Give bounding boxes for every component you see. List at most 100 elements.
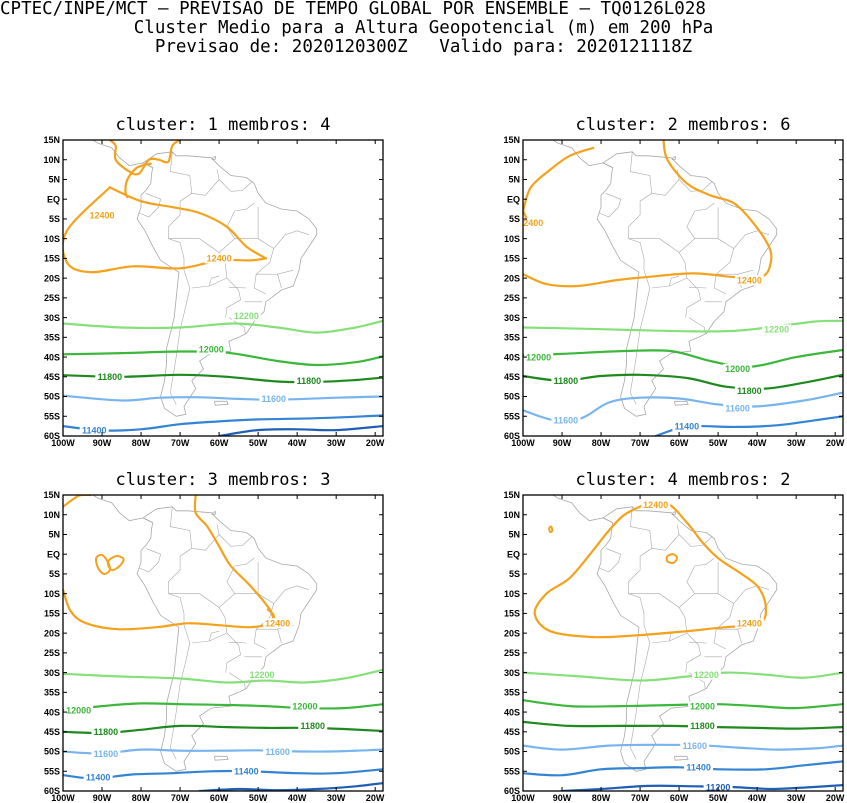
- lat-tick-label: 5N: [48, 530, 60, 540]
- contour-label-bg: [196, 344, 226, 355]
- contour-label-bg: [290, 701, 320, 712]
- lat-tick-label: 55S: [504, 411, 520, 421]
- coastline-segment: [387, 140, 407, 170]
- contour-12400: [523, 140, 773, 288]
- lat-tick-label: 15S: [504, 609, 520, 619]
- border-segment: [678, 234, 746, 253]
- coastline-segment: [214, 755, 229, 761]
- border-segment: [256, 269, 294, 275]
- contour-label: 11800: [300, 721, 325, 731]
- border-segment: [191, 524, 220, 551]
- lat-tick-label: 10S: [504, 589, 520, 599]
- contour-label-bg: [298, 720, 328, 731]
- lat-tick-label: 35S: [44, 688, 60, 698]
- lon-tick-label: 50W: [249, 793, 268, 803]
- map-frame: [62, 494, 384, 792]
- lat-tick-label: 30S: [504, 313, 520, 323]
- lat-tick-label: 50S: [44, 747, 60, 757]
- contour-label-bg: [688, 720, 718, 731]
- contour-label-bg: [79, 425, 109, 436]
- contour-12400-closed: [665, 553, 679, 565]
- lat-tick-label: 5N: [48, 175, 60, 185]
- border-segment: [694, 202, 715, 212]
- lon-tick-label: 20W: [366, 793, 385, 803]
- border-segment: [713, 248, 734, 295]
- contour-label-bg: [734, 275, 764, 286]
- header-line-1: CPTEC/INPE/MCT – PREVISAO DE TEMPO GLOBA…: [0, 0, 706, 19]
- lat-tick-label: 20S: [504, 273, 520, 283]
- lon-tick-label: 80W: [132, 793, 151, 803]
- lat-tick-label: EQ: [507, 549, 520, 559]
- border-segment: [234, 202, 255, 212]
- header-line-2: Cluster Medio para a Altura Geopotencial…: [133, 18, 714, 38]
- border-segment: [688, 286, 707, 289]
- contour-label-bg: [524, 352, 554, 363]
- contour-label-bg: [680, 740, 710, 751]
- borders: [598, 151, 769, 405]
- border-segment: [628, 593, 688, 644]
- map-content: 12400 12200 12000 12000 11800 11800 11600 11600…: [63, 495, 383, 791]
- lon-tick-label: 80W: [592, 793, 611, 803]
- lat-tick-label: 5S: [509, 214, 520, 224]
- contour-label: 12200: [250, 670, 275, 680]
- contour-12400: [63, 186, 267, 274]
- contour-label: 11600: [554, 416, 579, 426]
- border-segment: [168, 151, 193, 405]
- lon-tick-label: 70W: [171, 438, 190, 448]
- border-segment: [285, 230, 309, 235]
- map-panel-cluster-2: cluster: 2 membros: 6 12400 12400 12200 1200…: [503, 115, 844, 448]
- coastline-segment: [136, 151, 318, 417]
- contour-11800: [523, 720, 843, 730]
- border-segment: [191, 169, 220, 196]
- contour-label: 12400: [90, 210, 115, 220]
- contour-label: 11400: [686, 763, 711, 773]
- figure-header: CPTEC/INPE/MCT – PREVISAO DE TEMPO GLOBA…: [0, 0, 847, 57]
- border-segment: [218, 534, 253, 547]
- contour-label: 12400: [265, 619, 290, 629]
- contour-label-bg: [87, 209, 117, 220]
- contour-label-bg: [734, 618, 764, 629]
- border-segment: [678, 534, 713, 547]
- contour-label-bg: [247, 669, 277, 680]
- border-segment: [686, 210, 695, 239]
- map-content: 12400 12400 12200 12000 11800 11600 11400 11200: [523, 495, 843, 791]
- lat-tick-label: 40S: [504, 352, 520, 362]
- map-content: 12400 12400 12200 12000 12000 11800 11800 11600…: [518, 140, 843, 436]
- border-segment: [716, 269, 754, 275]
- contour-label-bg: [762, 324, 792, 335]
- contour-label: 11800: [98, 372, 123, 382]
- lat-tick-label: 35S: [504, 333, 520, 343]
- lon-tick-label: 100W: [511, 793, 535, 803]
- map-panel-cluster-4: cluster: 4 membros: 2 12400 12400 12200 1200…: [503, 470, 844, 803]
- lat-tick-label: 15S: [44, 254, 60, 264]
- border-segment: [628, 506, 653, 760]
- lon-tick-label: 60W: [670, 793, 689, 803]
- contour-12400: [124, 162, 152, 199]
- contour-label-bg: [259, 393, 289, 404]
- lon-tick-label: 30W: [327, 793, 346, 803]
- lon-tick-label: 20W: [826, 438, 845, 448]
- contour-12400: [642, 501, 768, 627]
- border-segment: [225, 632, 241, 673]
- contour-label: 11400: [86, 772, 111, 782]
- contour-label-bg: [551, 415, 581, 426]
- contour-12400: [108, 186, 267, 260]
- contour-label-bg: [688, 701, 718, 712]
- contour-label: 12400: [518, 218, 543, 228]
- border-segment: [138, 193, 161, 218]
- lat-tick-label: 45S: [504, 372, 520, 382]
- contour-label: 11400: [234, 767, 259, 777]
- lat-tick-label: 60S: [44, 786, 60, 796]
- border-segment: [745, 230, 769, 235]
- contour-label: 11400: [82, 425, 107, 435]
- contour-label: 11600: [725, 404, 750, 414]
- borders: [138, 151, 309, 405]
- contour-12200: [63, 668, 383, 684]
- lat-tick-label: 40S: [504, 707, 520, 717]
- lat-tick-label: EQ: [47, 194, 60, 204]
- border-segment: [678, 589, 746, 608]
- contour-label-bg: [263, 746, 293, 757]
- lat-tick-label: 20S: [504, 628, 520, 638]
- lat-tick-label: 10N: [43, 510, 60, 520]
- lat-tick-label: 25S: [44, 648, 60, 658]
